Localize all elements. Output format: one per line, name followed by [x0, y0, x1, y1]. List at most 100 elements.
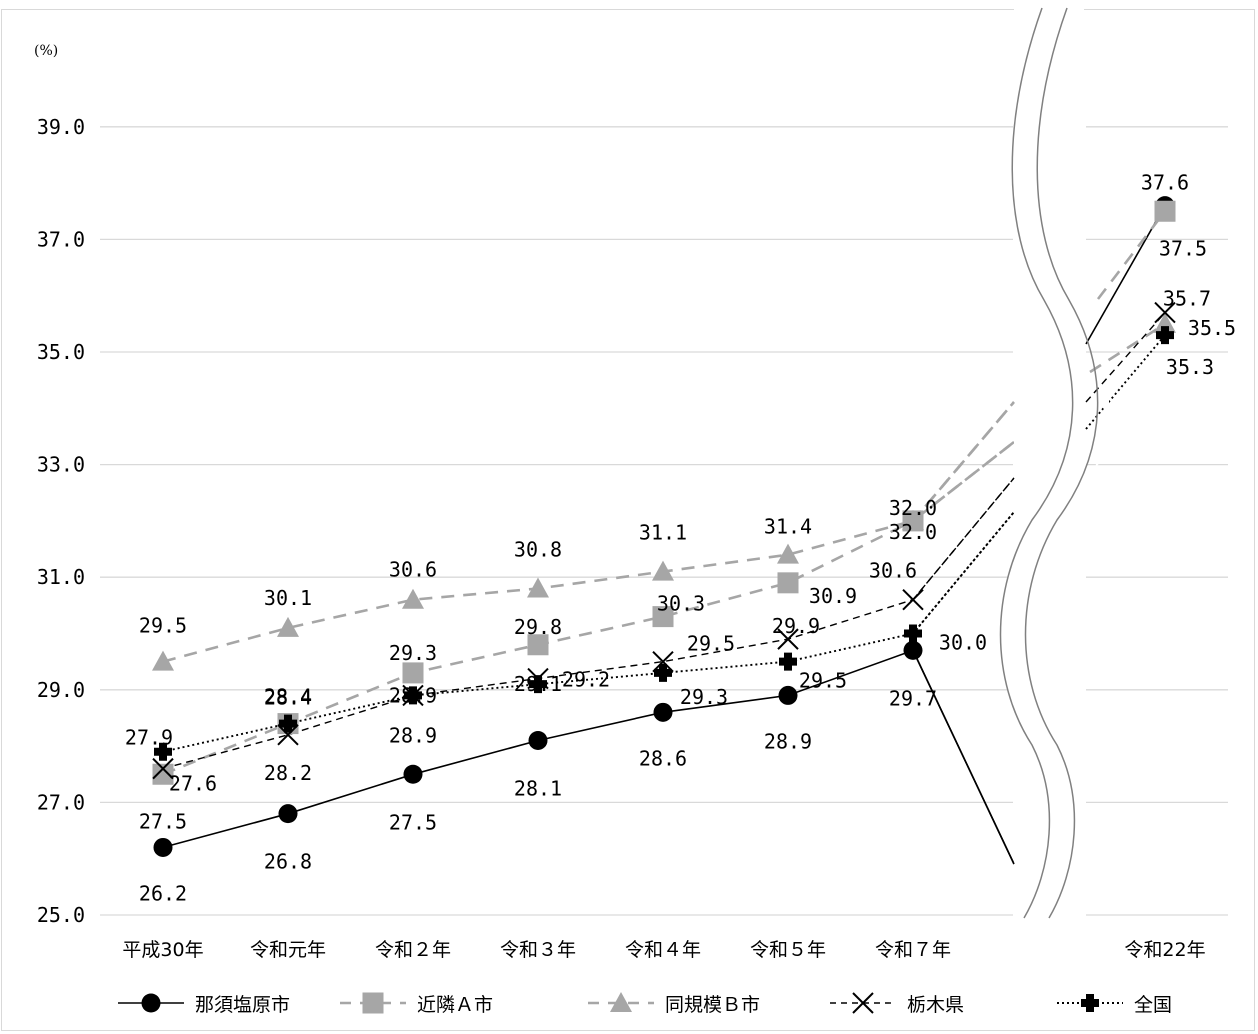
x-marker — [777, 628, 799, 650]
legend-label: 栃木県 — [907, 994, 964, 1016]
legend-label: 近隣Ａ市 — [417, 994, 493, 1016]
cross-marker — [1156, 326, 1174, 345]
data-label: 29.7 — [889, 686, 937, 710]
x-marker — [1154, 301, 1176, 324]
triangle-marker — [152, 650, 174, 671]
axis-break — [912, 7, 1109, 920]
circle-marker — [778, 685, 798, 705]
x-category-label: 令和５年 — [750, 939, 826, 961]
data-label: 30.6 — [389, 558, 437, 582]
triangle-marker — [777, 543, 799, 564]
x-category-labels: 平成30年 令和元年 令和２年 令和３年 令和４年 令和５年 令和７年 令和22年 — [122, 939, 1205, 961]
data-label: 29.3 — [389, 641, 437, 665]
triangle-marker — [652, 560, 674, 581]
series-line-left — [162, 440, 1015, 663]
cross-marker — [1081, 994, 1099, 1012]
gridlines — [100, 126, 1228, 916]
series-line-right — [1089, 322, 1166, 374]
series-line-stub — [912, 477, 1015, 601]
x-marker — [902, 589, 924, 611]
data-label: 28.4 — [264, 685, 312, 709]
data-label: 27.6 — [169, 772, 217, 796]
square-marker — [402, 662, 424, 684]
data-label: 35.3 — [1166, 355, 1214, 379]
data-label: 30.0 — [939, 631, 987, 655]
square-marker — [152, 763, 174, 785]
data-label: 29.8 — [514, 615, 562, 639]
data-label: 30.9 — [809, 584, 857, 608]
triangle-marker — [402, 588, 424, 609]
circle-marker — [653, 702, 673, 722]
square-marker — [527, 634, 549, 656]
circle-marker — [903, 640, 923, 660]
series-line-right — [1096, 210, 1167, 300]
y-unit-label: (%) — [34, 43, 58, 59]
break-mask — [1014, 8, 1084, 920]
x-marker — [852, 992, 874, 1014]
data-label: 35.5 — [1188, 316, 1236, 340]
series-line-stub — [912, 650, 1015, 865]
data-label: 26.8 — [264, 850, 312, 874]
x-category-label: 令和４年 — [625, 939, 701, 961]
x-category-label: 令和元年 — [250, 939, 326, 961]
data-label: 32.0 — [889, 520, 937, 544]
break-wave-right — [1024, 7, 1099, 919]
legend-label: 全国 — [1134, 994, 1172, 1016]
y-tick-labels: 39.0 37.0 35.0 33.0 31.0 29.0 27.0 25.0 — [37, 115, 85, 927]
circle-marker — [528, 730, 548, 750]
data-label: 30.6 — [869, 559, 917, 583]
legend-label: 那須塩原市 — [195, 994, 290, 1016]
data-label: 28.6 — [639, 746, 687, 770]
x-category-label: 令和２年 — [375, 939, 451, 961]
series-line-left — [162, 401, 1015, 776]
data-label: 27.9 — [125, 726, 173, 750]
break-wave-left — [999, 7, 1074, 919]
circle-marker — [278, 804, 298, 824]
square-marker — [362, 992, 384, 1014]
series-line-stub — [912, 401, 1015, 522]
data-label: 37.6 — [1141, 171, 1189, 195]
cross-marker — [529, 675, 547, 694]
series-line-right — [1085, 312, 1166, 403]
x-category-label: 令和７年 — [875, 939, 951, 961]
data-label: 30.8 — [514, 537, 562, 561]
x-marker — [152, 757, 174, 780]
square-marker — [652, 606, 674, 628]
data-label: 31.4 — [764, 515, 812, 539]
square-marker — [1154, 200, 1176, 222]
data-label: 29.5 — [687, 632, 735, 656]
x-category-label: 令和３年 — [500, 939, 576, 961]
data-label: 28.4 — [264, 686, 312, 710]
circle-marker — [153, 837, 173, 857]
series-line-left — [162, 649, 1015, 865]
cross-marker — [779, 652, 797, 671]
data-label: 30.3 — [657, 592, 705, 616]
triangle-marker — [277, 616, 299, 637]
data-label: 29.1 — [514, 672, 562, 696]
data-label: 28.9 — [389, 683, 437, 707]
data-label: 29.9 — [772, 614, 820, 638]
data-label: 28.1 — [514, 776, 562, 800]
triangle-marker — [527, 577, 549, 598]
circle-marker — [141, 993, 161, 1013]
y-tick-label: 29.0 — [37, 678, 85, 702]
data-label: 28.9 — [764, 729, 812, 753]
y-tick-label: 31.0 — [37, 565, 85, 589]
legend-label: 同規模Ｂ市 — [665, 994, 760, 1016]
chart-frame — [1, 9, 1255, 1031]
legend: 那須塩原市 近隣Ａ市 同規模Ｂ市 栃木県 全国 — [118, 992, 1172, 1016]
cross-marker — [404, 686, 422, 705]
data-label: 28.9 — [389, 723, 437, 747]
data-label: 32.0 — [889, 496, 937, 520]
data-label: 31.1 — [639, 521, 687, 545]
triangle-marker — [1154, 312, 1176, 333]
series-line-right — [1085, 334, 1166, 430]
data-label: 29.2 — [562, 668, 610, 692]
series-line-stub — [912, 511, 1015, 635]
data-label: 29.5 — [139, 614, 187, 638]
data-label: 26.2 — [139, 881, 187, 905]
cross-marker — [279, 714, 297, 733]
data-labels: 26.2 26.8 27.5 28.1 28.6 28.9 29.7 37.6 27.5 28.4… — [125, 171, 1236, 906]
data-label: 29.5 — [799, 669, 847, 693]
